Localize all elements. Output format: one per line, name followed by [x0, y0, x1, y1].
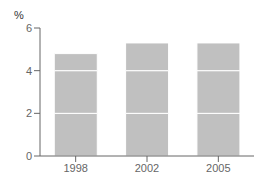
svg-text:2005: 2005	[206, 162, 230, 174]
svg-text:2002: 2002	[135, 162, 159, 174]
svg-text:2: 2	[26, 107, 32, 119]
svg-text:4: 4	[26, 65, 32, 77]
svg-text:1998: 1998	[63, 162, 87, 174]
svg-text:0: 0	[26, 150, 32, 162]
svg-text:6: 6	[26, 22, 32, 34]
